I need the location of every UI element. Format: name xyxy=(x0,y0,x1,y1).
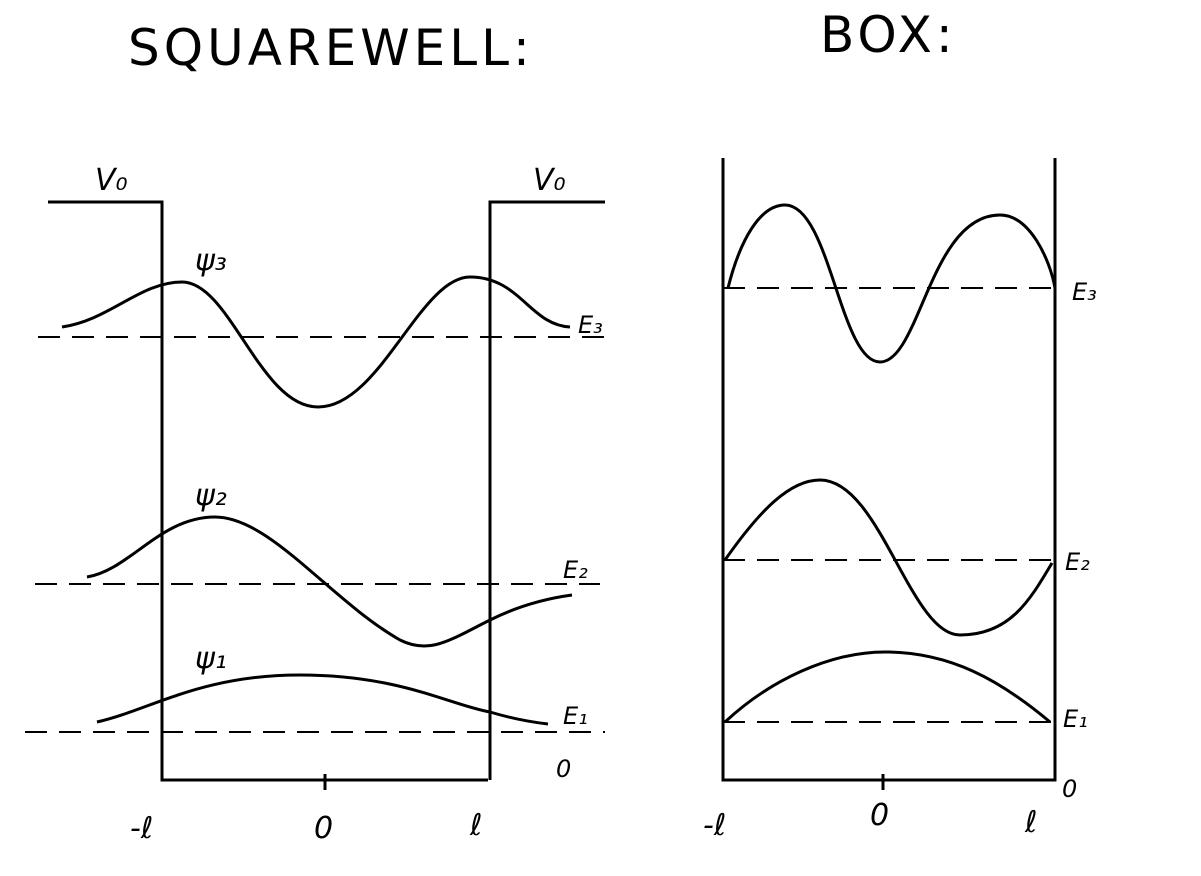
zero-label: 0 xyxy=(556,755,571,783)
x-label: ℓ xyxy=(1024,805,1037,840)
wavefunction xyxy=(723,650,1051,724)
energy-label: E₂ xyxy=(1065,548,1090,576)
wavefunction xyxy=(726,203,1057,364)
zero-label: 0 xyxy=(1062,775,1077,803)
x-label: 0 xyxy=(314,811,333,846)
energy-label: E₂ xyxy=(563,556,588,584)
energy-label: E₃ xyxy=(1072,278,1097,306)
wavefunction xyxy=(86,515,573,648)
energy-label: E₃ xyxy=(578,311,603,339)
wavefunction xyxy=(96,673,549,726)
wavefunction-label: ψ₁ xyxy=(195,641,227,676)
wavefunction xyxy=(61,275,571,409)
potential-label: V₀ xyxy=(95,163,128,198)
wavefunction-label: ψ₂ xyxy=(195,478,227,513)
x-label: ℓ xyxy=(469,808,482,843)
potential-label: V₀ xyxy=(533,163,566,198)
wavefunction-label: ψ₃ xyxy=(195,243,227,278)
x-label: 0 xyxy=(870,798,889,833)
panel-title: BOX: xyxy=(820,6,957,64)
wavefunction xyxy=(723,478,1054,637)
box-walls xyxy=(721,158,1057,782)
energy-label: E₁ xyxy=(1063,705,1088,733)
x-label: -ℓ xyxy=(703,808,726,843)
well-potential xyxy=(48,200,605,782)
x-label: -ℓ xyxy=(130,811,153,846)
panel-title: SQUAREWELL: xyxy=(128,19,534,77)
energy-label: E₁ xyxy=(563,702,588,730)
